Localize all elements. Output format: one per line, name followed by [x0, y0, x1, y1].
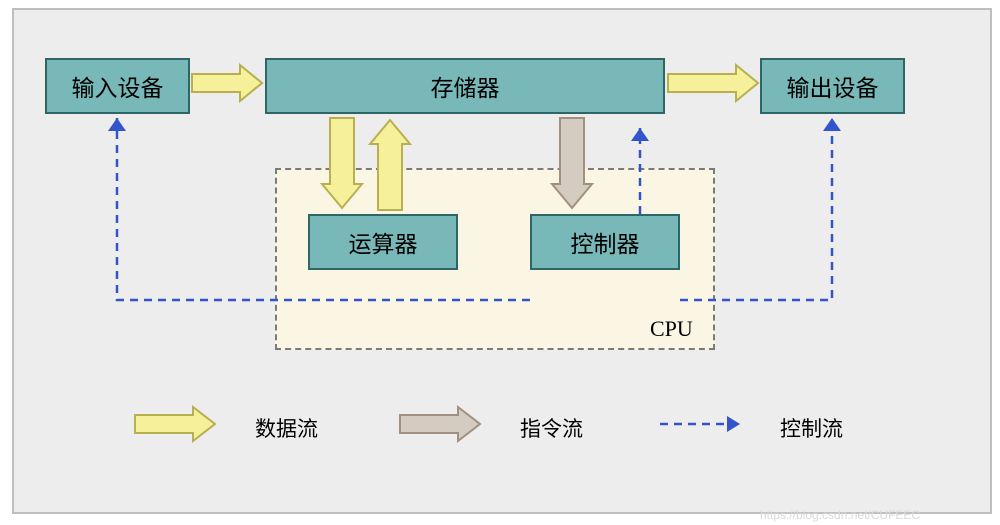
node-alu: 运算器 — [308, 214, 458, 270]
node-controller: 控制器 — [530, 214, 680, 270]
node-output-label: 输出设备 — [787, 69, 879, 103]
node-input-device: 输入设备 — [45, 58, 190, 114]
legend-instr-label: 指令流 — [520, 413, 583, 443]
legend-data-label: 数据流 — [255, 413, 318, 443]
node-control-label: 控制器 — [571, 225, 640, 259]
diagram-canvas: CPU 输入设备 存储器 输出设备 运算器 控制器 数据流 指令流 控制流 ht… — [0, 0, 1000, 525]
legend-control-label: 控制流 — [780, 413, 843, 443]
node-output-device: 输出设备 — [760, 58, 905, 114]
cpu-label: CPU — [650, 316, 693, 342]
node-alu-label: 运算器 — [349, 225, 418, 259]
node-memory-label: 存储器 — [431, 69, 500, 103]
node-input-label: 输入设备 — [72, 69, 164, 103]
node-memory: 存储器 — [265, 58, 665, 114]
watermark-text: https://blog.csdn.net/CUFEEC — [760, 508, 920, 522]
